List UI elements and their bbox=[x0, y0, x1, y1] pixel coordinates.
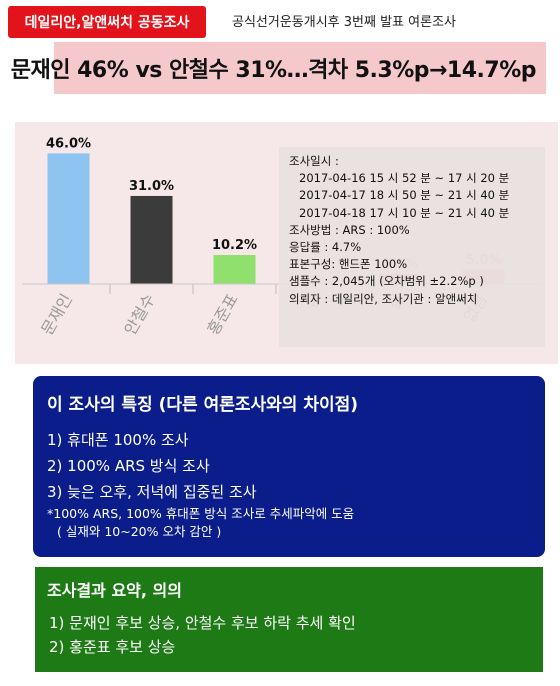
summary-box: 조사결과 요약, 의의 1) 문재인 후보 상승, 안철수 후보 하락 추세 확… bbox=[35, 567, 543, 672]
bar-2 bbox=[130, 195, 173, 284]
summary-item-1: 1) 문재인 후보 상승, 안철수 후보 하락 추세 확인 bbox=[49, 614, 356, 632]
survey-date-label: 조사일시 : bbox=[289, 154, 339, 168]
survey-method: 조사방법 : ARS : 100% bbox=[289, 222, 410, 237]
bar-value-label-1: 46.0% bbox=[46, 136, 91, 151]
survey-sample-size: 샘플수 : 2,045개 (오차범위 ±2.2%p ) bbox=[289, 274, 484, 289]
source-badge: 데일리안,알앤써치 공동조사 bbox=[8, 6, 206, 38]
feature-item-2: 2) 100% ARS 방식 조사 bbox=[47, 457, 210, 475]
survey-sample-composition: 표본구성: 핸드폰 100% bbox=[289, 257, 408, 272]
survey-info-box: 조사일시 : 2017-04-16 15 시 52 분 ~ 17 시 20 분 … bbox=[279, 147, 545, 347]
feature-item-1: 1) 휴대폰 100% 조사 bbox=[47, 431, 189, 449]
survey-date-1: 2017-04-16 15 시 52 분 ~ 17 시 20 분 bbox=[299, 171, 510, 186]
features-note-2: ( 실재와 10~20% 오차 감안 ) bbox=[57, 524, 222, 539]
features-note-1: *100% ARS, 100% 휴대폰 방식 조사로 추세파악에 도움 bbox=[47, 506, 355, 521]
category-label-1: 문재인 bbox=[37, 291, 76, 339]
bar-3 bbox=[213, 255, 256, 284]
feature-item-3: 3) 늦은 오후, 저녁에 집중된 조사 bbox=[47, 483, 257, 501]
survey-subtitle: 공식선거운동개시후 3번째 발표 여론조사 bbox=[232, 15, 456, 30]
bar-value-label-3: 10.2% bbox=[212, 238, 257, 253]
summary-item-2: 2) 홍준표 후보 상승 bbox=[49, 638, 176, 656]
survey-date-2: 2017-04-17 18 시 50 분 ~ 21 시 40 분 bbox=[299, 188, 510, 203]
bar-value-label-2: 31.0% bbox=[129, 179, 174, 194]
survey-client: 의뢰자 : 데일리안, 조사기관 : 알앤써치 bbox=[289, 291, 478, 306]
headline-text: 문재인 46% vs 안철수 31%…격차 5.3%p→14.7%p bbox=[10, 58, 537, 83]
survey-response-rate: 응답률 : 4.7% bbox=[289, 240, 362, 255]
bar-1 bbox=[47, 153, 90, 284]
survey-date-3: 2017-04-18 17 시 10 분 ~ 21 시 40 분 bbox=[299, 205, 510, 220]
features-box: 이 조사의 특징 (다른 여론조사와의 차이점) 1) 휴대폰 100% 조사 … bbox=[33, 376, 545, 557]
headline: 문재인 46% vs 안철수 31%…격차 5.3%p→14.7%p bbox=[11, 42, 546, 94]
category-label-2: 안철수 bbox=[120, 291, 159, 339]
summary-title: 조사결과 요약, 의의 bbox=[47, 581, 182, 600]
features-title: 이 조사의 특징 (다른 여론조사와의 차이점) bbox=[47, 395, 359, 415]
category-label-3: 홍준표 bbox=[203, 291, 242, 339]
